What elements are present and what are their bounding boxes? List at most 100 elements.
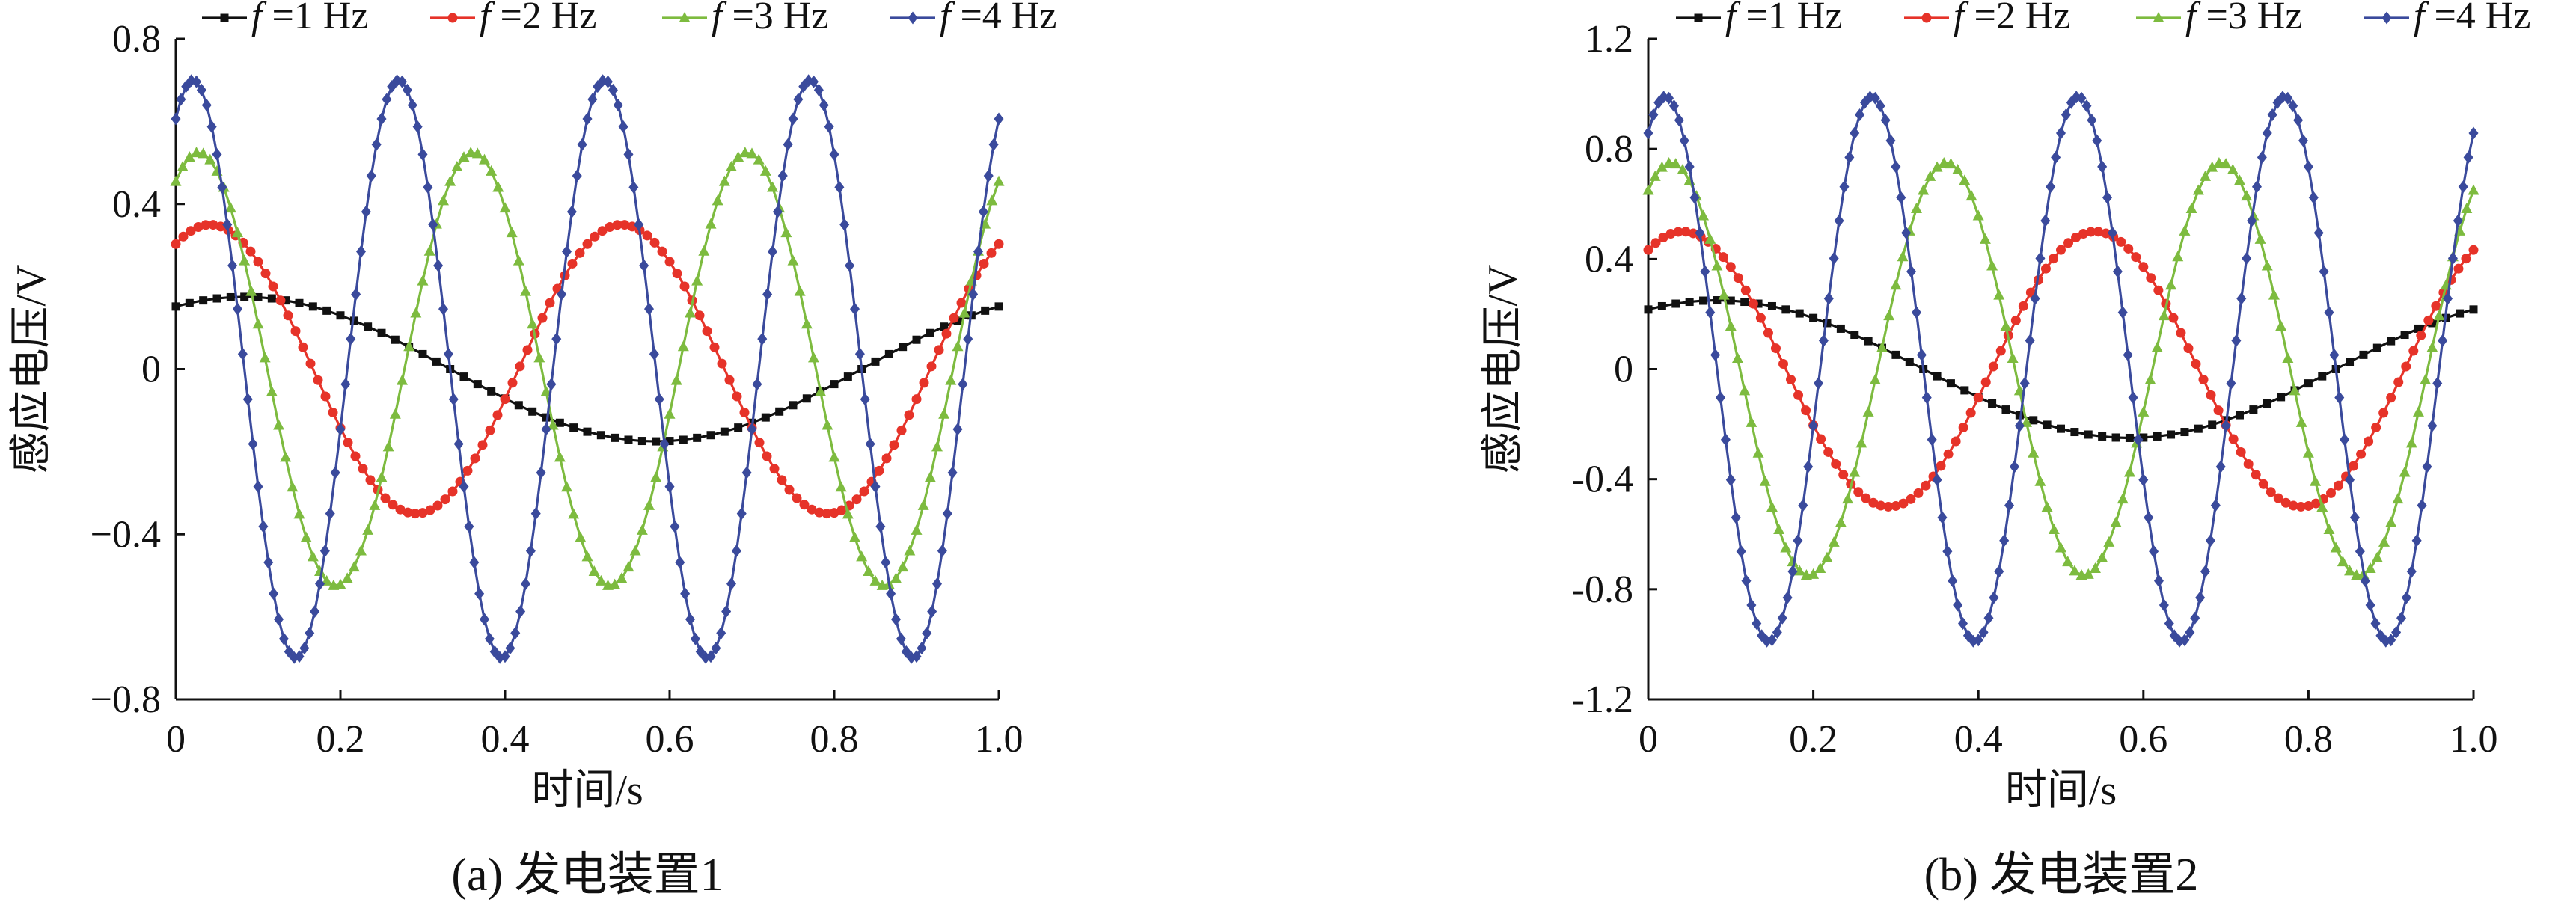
data-point-diamond — [2221, 419, 2231, 432]
legend-item-4hz: f =4 Hz — [890, 0, 1056, 37]
panel-caption: (a) 发电装置1 — [451, 850, 723, 901]
data-point-circle — [889, 440, 899, 450]
data-point-square — [679, 435, 688, 444]
data-point-triangle — [2123, 466, 2135, 477]
data-point-circle — [1973, 393, 1983, 403]
data-point-square — [2001, 405, 2010, 414]
data-point-triangle — [183, 151, 195, 162]
data-point-triangle — [815, 385, 827, 396]
data-point-triangle — [2179, 224, 2191, 236]
x-tick-label: 1.0 — [975, 718, 1024, 761]
data-point-triangle — [2254, 233, 2266, 244]
data-point-diamond — [768, 245, 777, 258]
data-point-square — [418, 349, 427, 358]
data-point-circle — [2138, 262, 2149, 272]
y-tick-label: -0.4 — [1572, 458, 1633, 501]
data-point-square — [912, 335, 921, 344]
data-point-diamond — [274, 613, 284, 626]
data-point-circle — [590, 231, 600, 242]
data-point-square — [281, 296, 290, 305]
data-point-diamond — [315, 577, 325, 591]
data-point-square — [473, 380, 482, 389]
data-point-triangle — [239, 254, 251, 266]
data-point-diamond — [2200, 565, 2211, 578]
data-point-triangle — [2048, 523, 2060, 534]
data-point-triangle — [1663, 156, 1675, 168]
data-point-diamond — [2190, 611, 2200, 625]
data-point-diamond — [1896, 191, 1906, 204]
legend-label: f =3 Hz — [712, 0, 828, 37]
data-point-circle — [2325, 488, 2336, 498]
data-point-triangle — [1704, 233, 1716, 244]
data-point-square — [775, 407, 784, 416]
data-point-diamond — [2149, 545, 2159, 558]
data-point-circle — [2416, 330, 2426, 340]
data-point-square — [555, 418, 564, 427]
data-point-triangle — [595, 574, 607, 586]
data-point-diamond — [2340, 433, 2350, 447]
data-point-square — [226, 292, 235, 301]
data-point-triangle — [849, 531, 860, 542]
data-point-square — [2125, 433, 2134, 442]
data-point-triangle — [842, 508, 854, 519]
data-point-diamond — [233, 302, 242, 316]
data-point-triangle — [2371, 551, 2383, 562]
data-point-diamond — [2087, 114, 2097, 127]
data-point-triangle — [698, 245, 710, 256]
data-point-square — [693, 433, 702, 442]
data-point-circle — [792, 493, 802, 503]
data-point-square — [1891, 350, 1900, 359]
data-point-triangle — [2158, 310, 2170, 321]
data-point-triangle — [856, 550, 868, 562]
data-point-triangle — [355, 545, 367, 556]
data-point-diamond — [2179, 634, 2190, 647]
data-point-square — [2249, 405, 2258, 414]
data-point-square — [569, 423, 578, 432]
legend-label: f =4 Hz — [940, 0, 1056, 37]
x-tick-label: 0.6 — [2119, 718, 2167, 761]
data-point-diamond — [1679, 134, 1689, 147]
data-point-square — [2414, 324, 2423, 333]
data-point-circle — [1913, 488, 1924, 498]
data-point-triangle — [245, 285, 257, 296]
data-point-diamond — [680, 587, 691, 601]
data-point-circle — [470, 453, 480, 464]
data-point-square — [611, 433, 619, 442]
data-point-diamond — [480, 613, 489, 626]
data-point-triangle — [1979, 233, 1991, 244]
data-point-diamond — [2014, 419, 2025, 432]
data-point-triangle — [1752, 447, 1764, 458]
data-point-diamond — [305, 626, 315, 639]
series-3hz — [170, 147, 1005, 590]
data-point-diamond — [1999, 534, 2010, 547]
data-point-triangle — [986, 194, 998, 206]
data-point-triangle — [1924, 170, 1936, 181]
data-point-diamond — [2019, 377, 2030, 390]
data-point-diamond — [2447, 251, 2458, 265]
data-point-circle — [425, 505, 435, 515]
data-point-square — [391, 335, 400, 344]
data-point-triangle — [622, 561, 634, 572]
data-point-circle — [1643, 245, 1653, 255]
data-point-circle — [1823, 447, 1834, 457]
data-point-diamond — [2406, 565, 2417, 578]
data-point-diamond — [1829, 251, 1839, 265]
data-point-diamond — [1700, 265, 1710, 278]
data-point-triangle — [1808, 568, 1820, 579]
data-point-diamond — [1772, 625, 1782, 639]
data-point-triangle — [712, 194, 723, 206]
data-point-circle — [949, 313, 959, 323]
data-point-triangle — [369, 499, 381, 510]
data-point-square — [1644, 305, 1653, 314]
data-point-triangle — [2192, 184, 2204, 195]
data-point-triangle — [348, 561, 360, 572]
data-point-circle — [2280, 497, 2291, 508]
data-point-circle — [1891, 500, 1901, 511]
data-point-square — [2263, 399, 2271, 408]
data-point-diamond — [1782, 591, 1793, 604]
data-point-diamond — [994, 112, 1004, 126]
data-point-circle — [904, 410, 914, 420]
data-point-triangle — [506, 227, 518, 238]
axes: -1.2 -0.8 -0.4 0 0.4 0.8 1.2 0 0.2 0.4 0.6 0.8 1.0 时间… — [1480, 18, 2498, 814]
data-point-diamond — [706, 650, 716, 663]
